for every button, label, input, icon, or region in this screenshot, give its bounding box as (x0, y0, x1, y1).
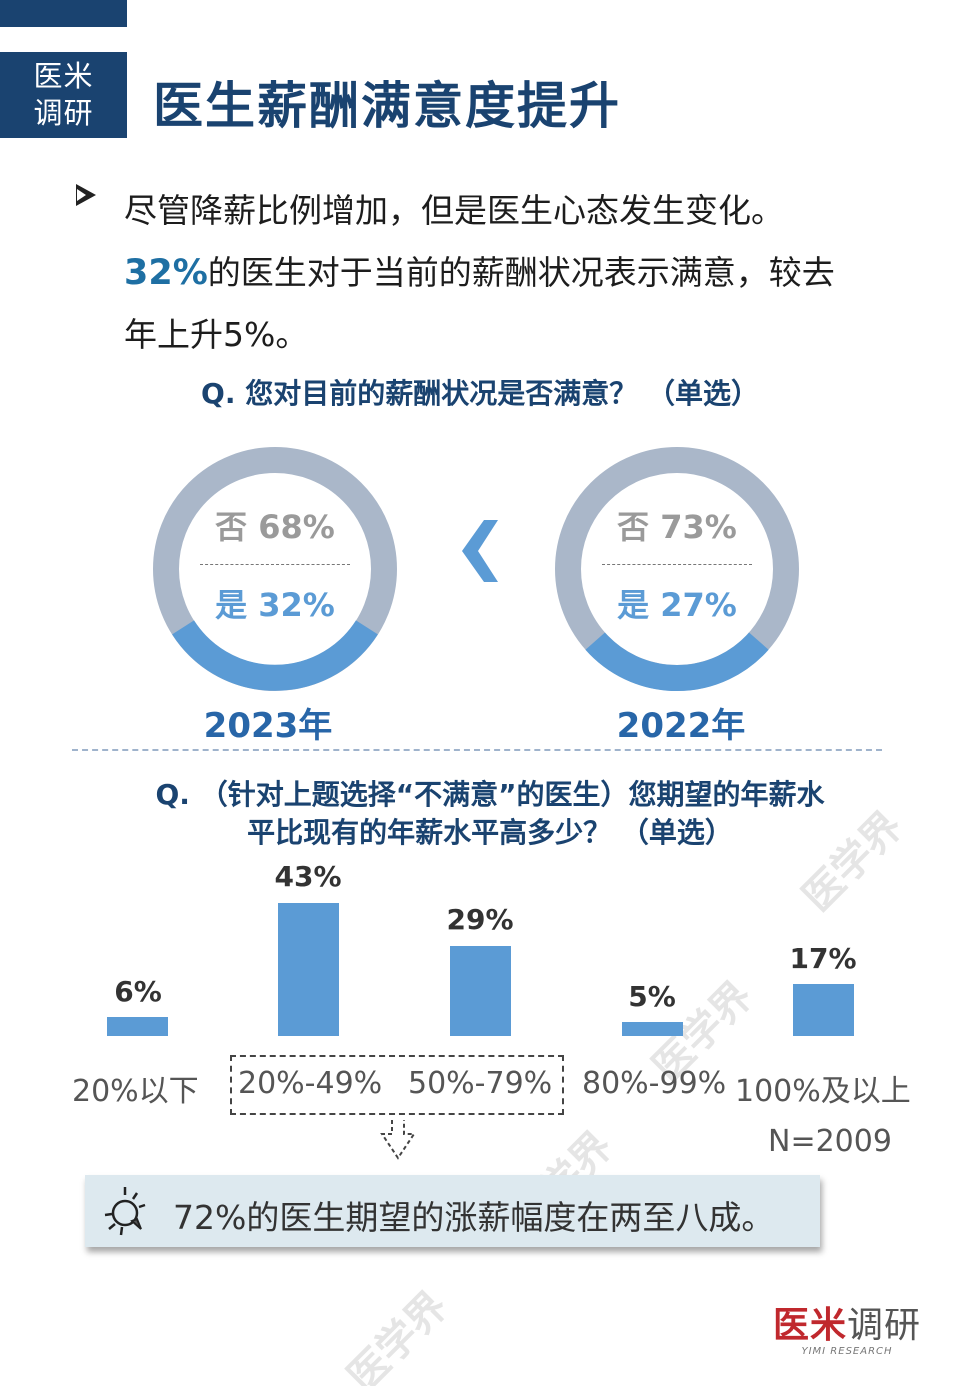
highlight-range-box (230, 1055, 564, 1115)
bar-value: 29% (446, 903, 514, 936)
bullet-arrow-icon (76, 184, 96, 206)
donut-no-label: 否 68% (215, 508, 335, 546)
donut-chart-2022: 否 73% 是 27% (554, 446, 800, 692)
header-accent-bar (0, 0, 127, 27)
donut-ring (555, 447, 799, 692)
question-2-title: Q. （针对上题选择“不满意”的医生）您期望的年薪水 平比现有的年薪水平高多少？… (155, 778, 825, 849)
donut-divider (200, 564, 350, 565)
brand-subtitle: YIMI RESEARCH (801, 1346, 893, 1357)
brand-tag-line1: 医米 (33, 59, 94, 93)
insight-callout: 72%的医生期望的涨薪幅度在两至八成。 (85, 1175, 820, 1247)
section-divider (72, 749, 882, 751)
bar-20-49 (278, 903, 339, 1036)
category-label: 100%及以上 (735, 1074, 911, 1109)
lightbulb-icon (104, 1187, 146, 1236)
year-label-2023: 2023年 (203, 706, 333, 746)
year-label-2022: 2022年 (616, 706, 746, 746)
bar-value: 17% (789, 942, 857, 975)
brand-logo: 医米调研 YIMI RESEARCH (773, 1305, 922, 1357)
bar-value: 5% (628, 980, 676, 1013)
donut-no-label: 否 73% (617, 508, 737, 546)
bar-80-99 (622, 1022, 683, 1036)
donut-yes-label: 是 32% (215, 586, 335, 624)
chevron-left-icon (462, 520, 498, 582)
category-label: 80%-99% (582, 1066, 727, 1101)
donut-divider (602, 564, 752, 565)
callout-text: 72%的医生期望的涨薪幅度在两至八成。 (173, 1198, 775, 1237)
brand-tag: 医米 调研 (0, 52, 127, 138)
bar-value: 6% (114, 975, 162, 1008)
bullet-line-2: 32%的医生对于当前的薪酬状况表示满意，较去 (124, 253, 835, 293)
bar-100-plus (793, 984, 854, 1036)
question-1-title: Q. 您对目前的薪酬状况是否满意？ （单选） (201, 377, 759, 410)
bar-20-below (107, 1017, 168, 1036)
sample-size: N=2009 (768, 1124, 892, 1159)
donut-yes-label: 是 27% (617, 586, 737, 624)
bullet-line-3: 年上升5%。 (124, 315, 309, 354)
category-label: 20%-49% (238, 1066, 383, 1101)
donut-ring (153, 447, 397, 691)
category-label: 50%-79% (408, 1066, 553, 1101)
bar-value: 43% (274, 860, 342, 893)
watermark: 医学界 (338, 1282, 457, 1386)
donut-chart-2023: 否 68% 是 32% (152, 446, 398, 692)
category-label: 20%以下 (72, 1074, 199, 1109)
down-arrow-icon (380, 1120, 416, 1160)
highlight-percent: 32% (124, 253, 208, 293)
brand-tag-line2: 调研 (33, 96, 94, 130)
page-title: 医生薪酬满意度提升 (153, 77, 621, 135)
bullet-line-1: 尽管降薪比例增加，但是医生心态发生变化。 (124, 191, 784, 230)
bar-50-79 (450, 946, 511, 1036)
